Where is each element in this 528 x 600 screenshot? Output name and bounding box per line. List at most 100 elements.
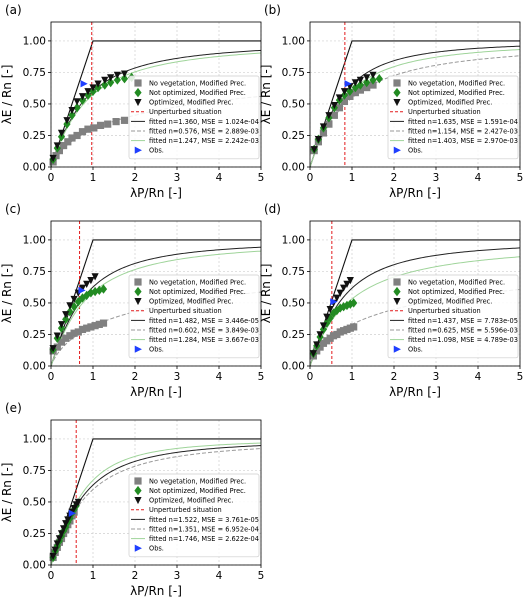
y-axis-label: λE / Rn [-] xyxy=(0,463,14,523)
legend-entry: Unperturbed situation xyxy=(408,307,481,315)
legend-entry: No vegetation, Modified Prec. xyxy=(408,79,505,87)
legend-entry: fitted n=0.602, MSE = 3.849e-03 xyxy=(149,326,259,334)
y-tick-label: 0.75 xyxy=(282,266,305,278)
legend: No vegetation, Modified Prec. Not optimiz… xyxy=(128,274,260,359)
legend-entry: Unperturbed situation xyxy=(149,506,222,514)
data-point xyxy=(309,350,317,358)
data-point xyxy=(68,107,76,115)
panel-label: (c) xyxy=(5,202,21,216)
data-point xyxy=(57,338,66,346)
legend-marker xyxy=(134,297,142,306)
data-point xyxy=(80,80,88,88)
panel-c: 0 1 2 3 4 5 0.00 0.25 0.50 0.75 1.00 λP/Rn [-] λE / … xyxy=(0,202,264,399)
data-point xyxy=(83,280,91,289)
fitted-curve xyxy=(310,247,520,366)
data-point xyxy=(325,112,333,120)
fitted-curve xyxy=(51,49,261,167)
x-tick-label: 1 xyxy=(349,371,356,383)
legend-marker xyxy=(134,345,142,353)
x-axis-label: λP/Rn [-] xyxy=(130,584,182,598)
markers xyxy=(309,277,358,360)
legend-marker xyxy=(134,477,142,485)
panel-label: (b) xyxy=(264,3,281,17)
data-point xyxy=(113,75,121,85)
legend-entry: Obs. xyxy=(149,346,164,354)
data-point xyxy=(319,123,328,131)
data-point xyxy=(63,117,71,125)
x-tick-label: 5 xyxy=(517,172,524,184)
data-point xyxy=(120,74,129,84)
data-point xyxy=(330,111,338,119)
data-point xyxy=(330,101,338,110)
data-point xyxy=(51,546,59,554)
axes-frame xyxy=(309,220,521,367)
legend-marker xyxy=(393,146,401,154)
data-point xyxy=(325,120,333,128)
data-point xyxy=(66,332,74,340)
data-point xyxy=(95,285,103,296)
y-tick-label: 0.50 xyxy=(23,497,46,509)
y-tick-label: 0.25 xyxy=(282,329,305,341)
data-point xyxy=(78,128,87,136)
fitted-curve xyxy=(51,448,261,565)
data-point xyxy=(369,75,377,85)
data-point xyxy=(91,273,99,281)
y-tick-label: 1.00 xyxy=(23,434,46,446)
x-tick-label: 2 xyxy=(132,570,139,582)
x-axis-label: λP/Rn [-] xyxy=(130,385,182,399)
y-tick-label: 0.00 xyxy=(282,361,305,373)
legend-marker xyxy=(393,87,401,98)
data-point xyxy=(68,110,76,120)
y-tick-label: 0.00 xyxy=(282,162,305,174)
data-point xyxy=(340,88,349,96)
y-tick-label: 1.00 xyxy=(282,235,305,247)
legend-entry: Obs. xyxy=(149,147,164,155)
legend-marker xyxy=(134,286,142,297)
data-point xyxy=(326,306,334,314)
data-point xyxy=(68,134,76,142)
legend-entry: Not optimized, Modified Prec. xyxy=(149,89,246,97)
x-tick-label: 2 xyxy=(391,371,398,383)
x-tick-label: 2 xyxy=(391,172,398,184)
axes-frame xyxy=(50,21,262,168)
legend-box xyxy=(128,274,260,359)
data-point xyxy=(66,307,74,317)
y-tick-label: 0.75 xyxy=(282,67,305,79)
data-point xyxy=(107,77,115,88)
data-point xyxy=(314,136,322,144)
y-tick-label: 0.25 xyxy=(23,130,46,142)
data-point xyxy=(90,124,98,132)
y-axis-label: λE / Rn [-] xyxy=(259,65,273,125)
legend-marker xyxy=(134,496,142,505)
data-point xyxy=(340,302,348,312)
legend-entry: No vegetation, Modified Prec. xyxy=(408,278,505,286)
data-point xyxy=(323,313,331,321)
x-tick-label: 1 xyxy=(349,172,356,184)
x-tick-label: 3 xyxy=(433,172,440,184)
data-point xyxy=(70,295,78,304)
legend-entry: Unperturbed situation xyxy=(149,108,222,116)
x-tick-label: 2 xyxy=(132,172,139,184)
data-point xyxy=(78,293,87,303)
x-tick-label: 4 xyxy=(216,570,223,582)
legend-marker xyxy=(134,98,142,107)
legend-marker xyxy=(134,146,142,154)
legend-marker xyxy=(134,485,142,496)
fitted-curve xyxy=(51,442,261,565)
x-tick-label: 0 xyxy=(307,172,314,184)
axes-frame xyxy=(50,419,262,566)
legend-entry: fitted n=1.437, MSE = 7.783e-05 xyxy=(408,317,518,325)
data-point xyxy=(346,86,354,97)
data-point xyxy=(62,311,70,319)
data-point xyxy=(329,308,338,318)
panel-d: 0 1 2 3 4 5 0.00 0.25 0.50 0.75 1.00 λP/Rn [-] λE / … xyxy=(259,202,523,399)
legend-entry: fitted n=0.576, MSE = 2.889e-03 xyxy=(149,127,259,135)
data-point xyxy=(369,81,377,89)
data-point xyxy=(319,129,328,137)
legend-marker xyxy=(134,87,142,98)
data-point xyxy=(104,120,112,128)
data-point xyxy=(369,71,377,79)
legend-entry: Not optimized, Modified Prec. xyxy=(408,89,505,97)
x-tick-label: 0 xyxy=(307,371,314,383)
